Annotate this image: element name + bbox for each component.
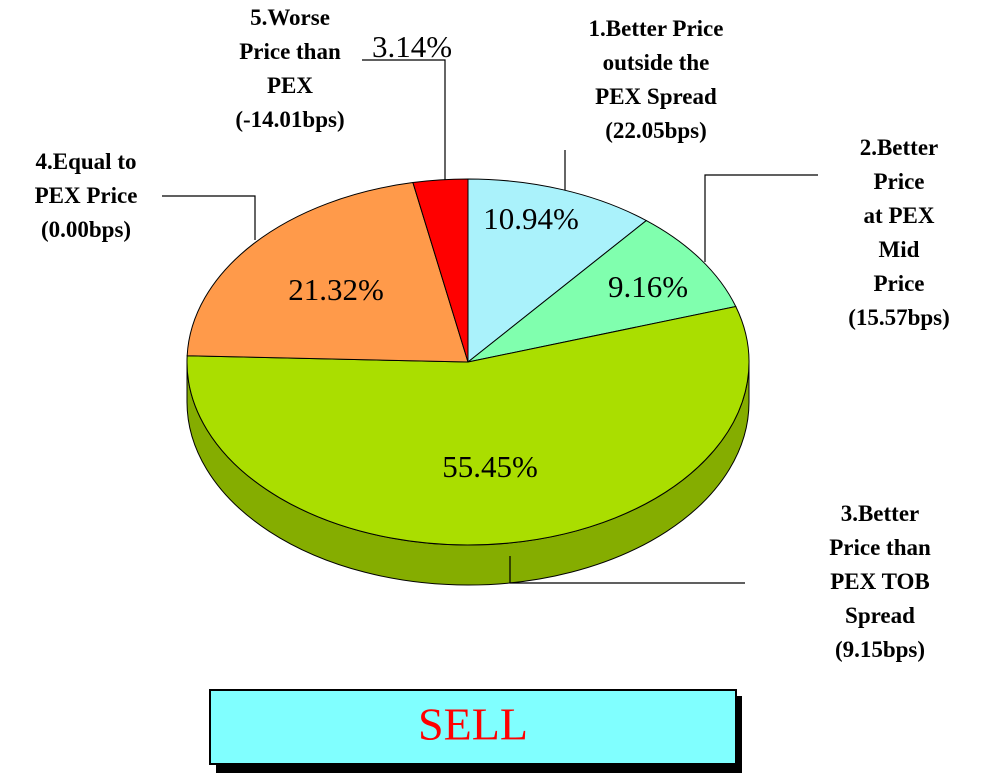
category-label: 5.Worse Price than PEX (-14.01bps) xyxy=(235,1,345,137)
slice xyxy=(186,181,469,363)
leader-line xyxy=(509,556,745,584)
slice xyxy=(186,305,750,546)
leader-line xyxy=(162,195,256,240)
slice xyxy=(412,178,469,363)
leader-line xyxy=(704,174,818,262)
category-label: 4.Equal to PEX Price (0.00bps) xyxy=(34,145,138,247)
slice xyxy=(467,178,648,364)
value-label: 55.45% xyxy=(442,449,538,484)
category-label: 3.Better Price than PEX TOB Spread (9.15… xyxy=(829,497,931,667)
value-label: 9.16% xyxy=(608,269,688,304)
slice xyxy=(467,219,737,363)
value-label: 3.14% xyxy=(372,29,452,64)
leader-line xyxy=(362,59,446,180)
annotation-box xyxy=(209,689,737,765)
annotation: SELL xyxy=(418,699,528,750)
category-label: 2.Better Price at PEX Mid Price (15.57bp… xyxy=(844,131,954,335)
category-label: 1.Better Price outside the PEX Spread (2… xyxy=(588,12,724,148)
value-label: 10.94% xyxy=(483,201,579,236)
value-label: 21.32% xyxy=(288,272,384,307)
